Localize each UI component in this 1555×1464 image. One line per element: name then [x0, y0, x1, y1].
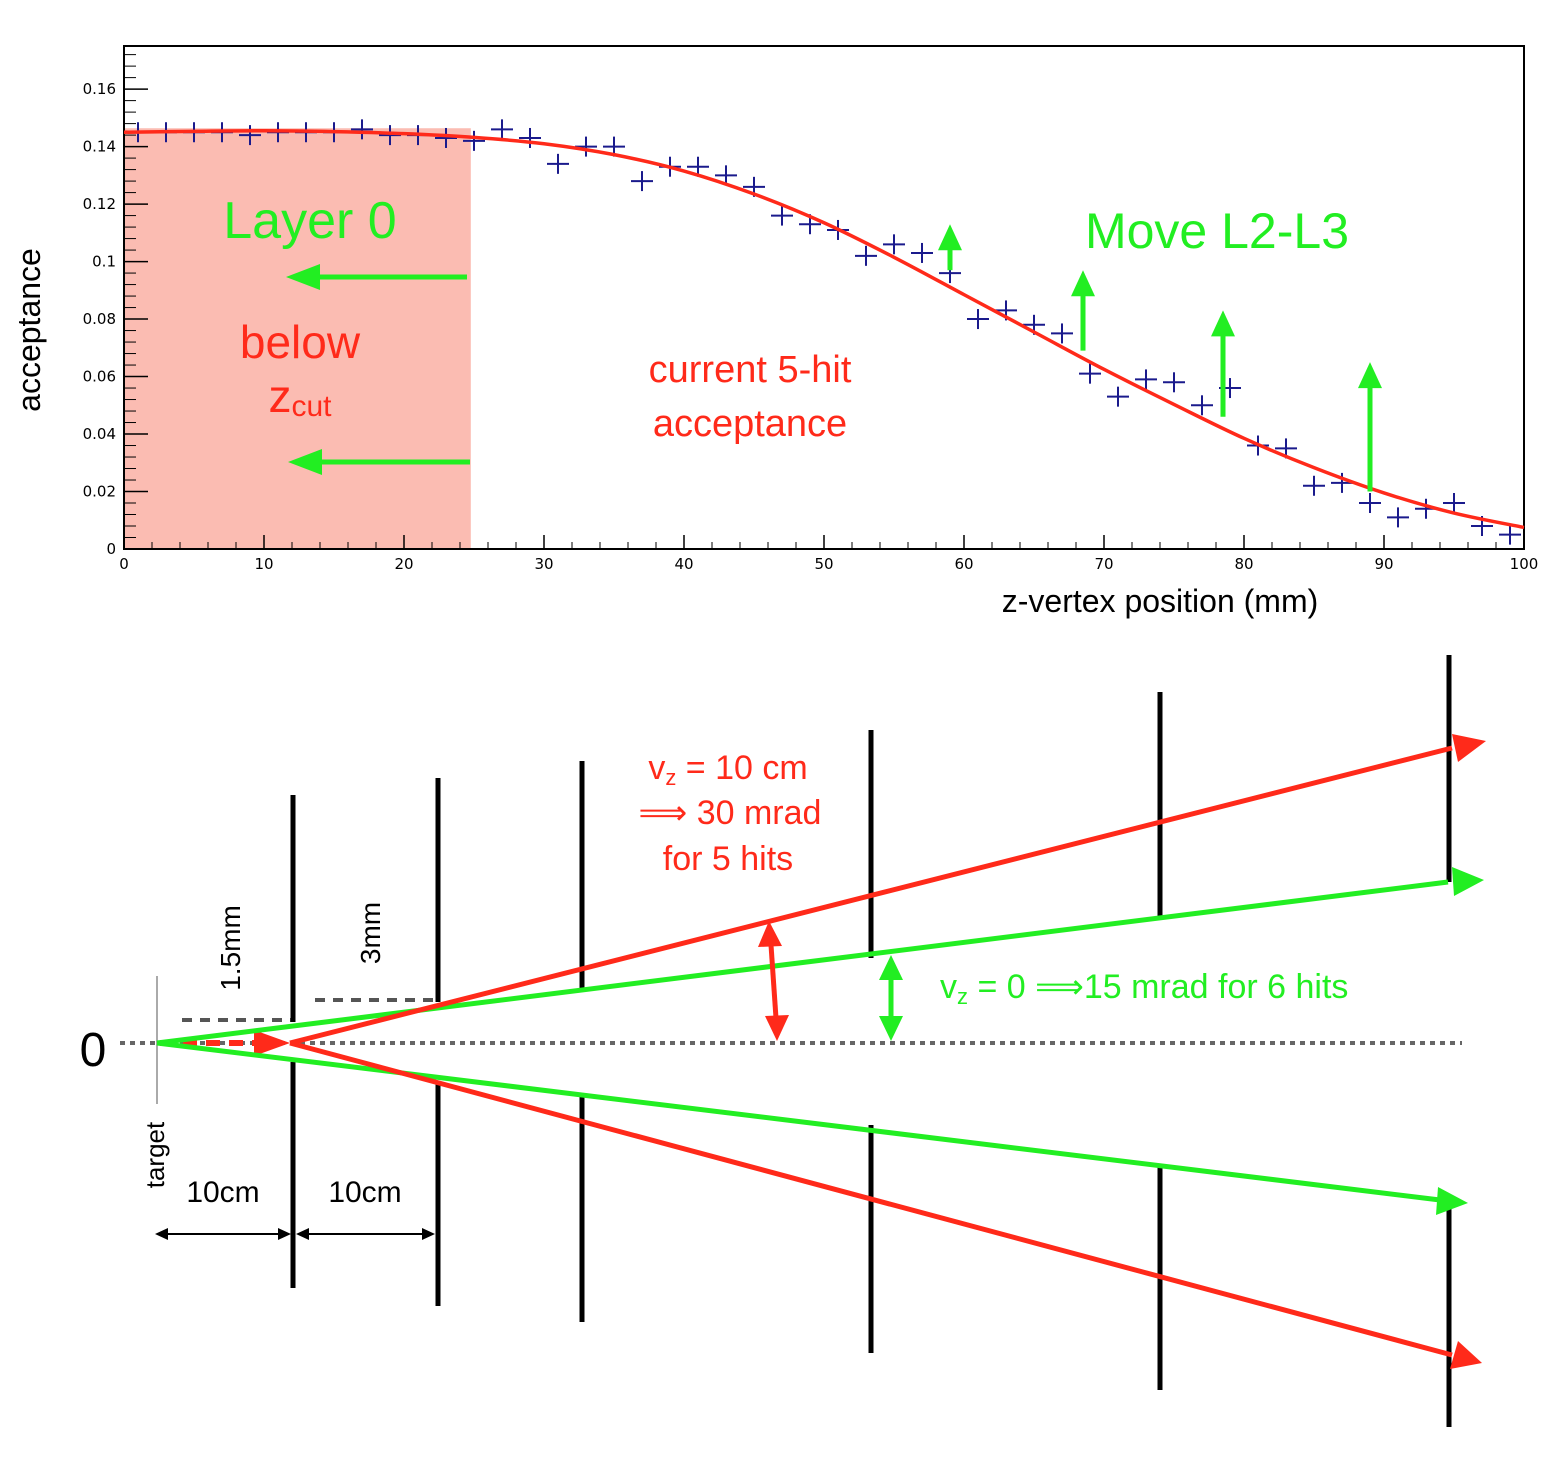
data-point [1443, 493, 1465, 514]
zero-label: 0 [80, 1024, 107, 1077]
data-point [715, 165, 737, 186]
data-point [883, 234, 905, 255]
x-tick-label: 70 [1094, 555, 1113, 573]
green-tracks [156, 867, 1484, 1215]
data-point [911, 242, 933, 263]
left-arrow-upper [286, 264, 467, 290]
fit-curve [123, 129, 1525, 530]
dim-3mm-label: 3mm [355, 902, 386, 964]
move-up-arrow-head [1071, 270, 1095, 297]
data-point [351, 119, 373, 140]
red-vz-line1: vz = 10 cm [648, 749, 807, 790]
dim-arrow-10cm-b [296, 1228, 435, 1240]
y-tick-label: 0.04 [83, 425, 116, 443]
y-tick-label: 0.1 [92, 253, 116, 271]
zcut-label: zcut [268, 370, 332, 423]
data-point [1051, 323, 1073, 344]
data-point [1387, 507, 1409, 528]
red-vz-line3: for 5 hits [663, 840, 793, 878]
red-tracks [289, 734, 1486, 1369]
y-axis-title: acceptance [11, 248, 47, 412]
left-arrow-lower [288, 449, 470, 475]
data-point [463, 130, 485, 151]
y-tick-label: 0 [106, 540, 116, 558]
data-point [1191, 395, 1213, 416]
x-tick-label: 40 [674, 555, 693, 573]
x-tick-label: 50 [814, 555, 833, 573]
below-zcut-region [125, 128, 471, 548]
x-tick-label: 90 [1374, 555, 1393, 573]
data-point [1079, 363, 1101, 384]
red-vz-line2: ⟹ 30 mrad [639, 794, 822, 832]
y-tick-label: 0.14 [83, 138, 116, 156]
data-point [771, 205, 793, 226]
move-up-arrow-head [938, 224, 962, 251]
acceptance-chart: 0 10 20 30 40 50 60 70 80 90 100 0 0.02 0.04 0.06 0.08 0… [11, 45, 1539, 619]
below-label: below [240, 316, 361, 368]
data-point [855, 245, 877, 266]
y-tick-label: 0.02 [83, 483, 116, 501]
y-tick-label: 0.12 [83, 195, 116, 213]
x-tick-label: 30 [534, 555, 553, 573]
x-tick-label: 0 [119, 555, 129, 573]
x-tick-label: 100 [1510, 555, 1539, 573]
move-up-arrow-head [1211, 310, 1235, 337]
data-point [1163, 372, 1185, 393]
y-tick-label: 0.16 [83, 80, 116, 98]
x-tick-label: 20 [394, 555, 413, 573]
x-tick-label: 60 [954, 555, 973, 573]
data-point [1107, 386, 1129, 407]
green-angle-arrow [879, 955, 903, 1041]
data-point [967, 309, 989, 330]
dim-arrow-10cm-a [155, 1228, 291, 1240]
y-tick-label: 0.06 [83, 368, 116, 386]
move-up-arrow [1071, 270, 1095, 351]
current-acceptance-line2: acceptance [653, 403, 847, 445]
data-point [575, 136, 597, 157]
data-point [1135, 369, 1157, 390]
dim-1-5mm-label: 1.5mm [215, 905, 246, 991]
move-up-arrow [1211, 310, 1235, 417]
red-angle-arrow [758, 921, 789, 1041]
x-tick-label: 80 [1234, 555, 1253, 573]
x-axis-title: z-vertex position (mm) [1002, 583, 1319, 619]
data-point [491, 119, 513, 140]
target-label: target [140, 1121, 170, 1188]
data-point [239, 125, 261, 146]
data-point [631, 171, 653, 192]
dim-10cm-b-label: 10cm [328, 1176, 401, 1209]
data-point [1359, 493, 1381, 514]
data-point [1499, 524, 1521, 545]
data-point [1303, 475, 1325, 496]
data-point [547, 153, 569, 174]
current-acceptance-line1: current 5-hit [649, 349, 852, 391]
data-point [519, 127, 541, 148]
move-up-arrow [1358, 362, 1382, 492]
y-tick-label: 0.08 [83, 310, 116, 328]
layer0-label: Layer 0 [223, 192, 396, 250]
green-vz-label: vz = 0 ⟹15 mrad for 6 hits [940, 968, 1348, 1009]
move-l2-l3-label: Move L2-L3 [1085, 203, 1349, 259]
move-up-arrow [938, 224, 962, 271]
move-up-arrow-head [1358, 362, 1382, 389]
data-point [1331, 472, 1353, 493]
data-point [435, 127, 457, 148]
x-tick-label: 10 [254, 555, 273, 573]
detector-layers [290, 655, 1452, 1427]
dim-10cm-a-label: 10cm [186, 1176, 259, 1209]
